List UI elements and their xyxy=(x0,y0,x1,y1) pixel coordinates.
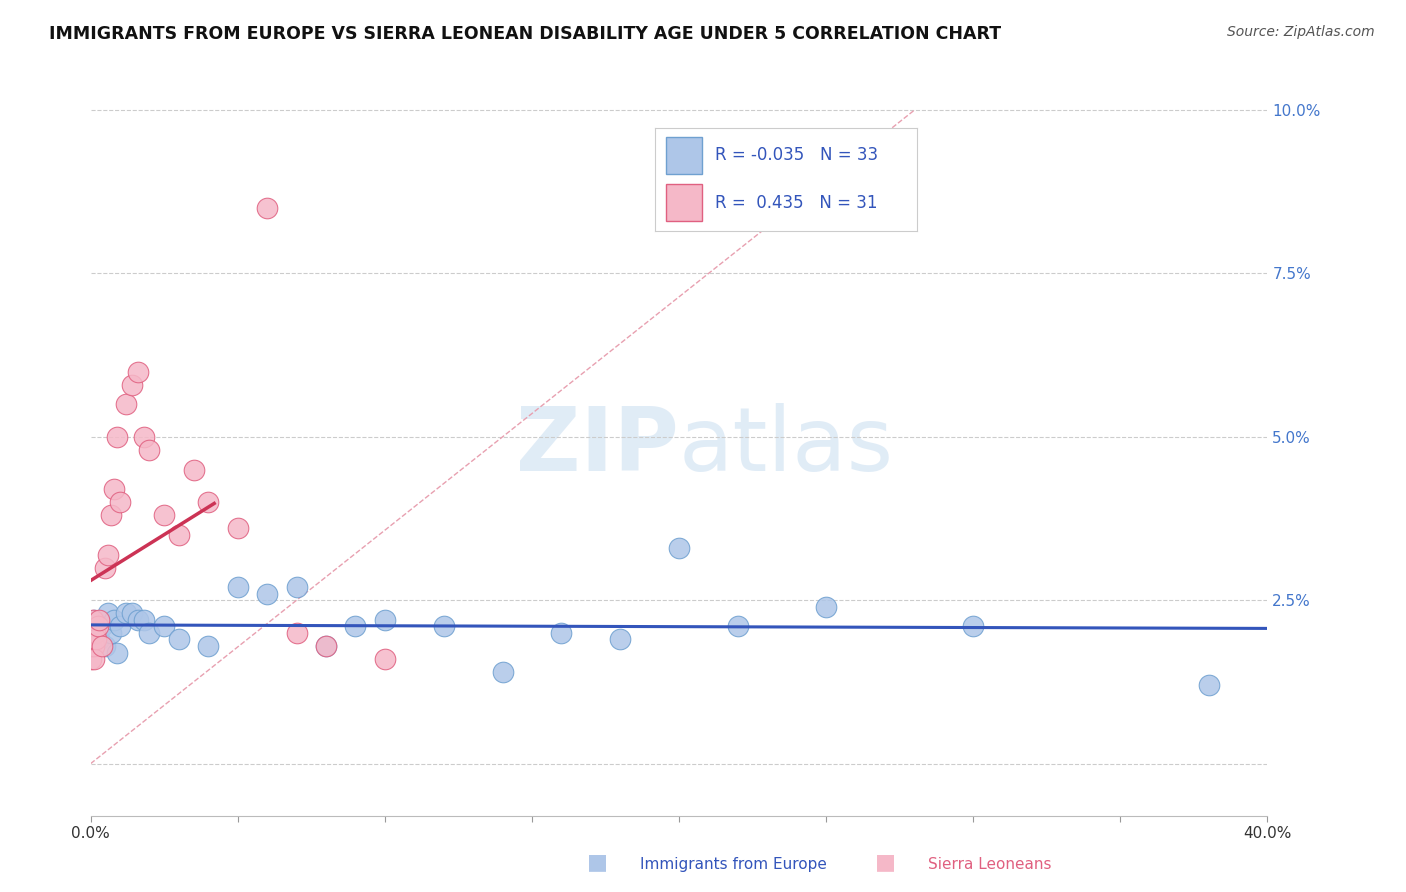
Point xyxy=(89,613,111,627)
Point xyxy=(668,541,690,555)
Point xyxy=(91,639,114,653)
Point xyxy=(80,639,103,653)
Point xyxy=(962,619,984,633)
Point xyxy=(80,626,103,640)
Point xyxy=(132,613,155,627)
Point xyxy=(609,632,631,647)
Point xyxy=(256,201,278,215)
Point xyxy=(82,613,104,627)
Point xyxy=(87,619,110,633)
Point xyxy=(433,619,456,633)
Point xyxy=(374,652,396,666)
Point xyxy=(94,639,117,653)
Point xyxy=(197,495,219,509)
Text: R =  0.435   N = 31: R = 0.435 N = 31 xyxy=(716,194,877,212)
Point xyxy=(153,619,176,633)
Point xyxy=(226,580,249,594)
Point xyxy=(374,613,396,627)
Point xyxy=(491,665,513,680)
Text: Source: ZipAtlas.com: Source: ZipAtlas.com xyxy=(1227,25,1375,39)
Point xyxy=(285,626,308,640)
Point xyxy=(344,619,367,633)
Point xyxy=(127,365,149,379)
Point xyxy=(105,646,128,660)
Point xyxy=(138,442,160,457)
Point xyxy=(226,521,249,535)
Text: ■: ■ xyxy=(588,853,607,872)
Point xyxy=(103,613,125,627)
Point xyxy=(115,397,138,411)
Point xyxy=(127,613,149,627)
Point xyxy=(86,632,108,647)
Point xyxy=(83,639,105,653)
Text: R = -0.035   N = 33: R = -0.035 N = 33 xyxy=(716,146,879,164)
Text: Sierra Leoneans: Sierra Leoneans xyxy=(928,857,1052,872)
Point xyxy=(256,587,278,601)
Point xyxy=(727,619,749,633)
Point xyxy=(103,482,125,496)
Point xyxy=(100,508,122,523)
Point xyxy=(1198,678,1220,692)
Point xyxy=(105,430,128,444)
Point xyxy=(815,599,838,614)
Text: Immigrants from Europe: Immigrants from Europe xyxy=(640,857,827,872)
Point xyxy=(91,619,114,633)
Text: ZIP: ZIP xyxy=(516,403,679,491)
Text: atlas: atlas xyxy=(679,403,894,491)
Point xyxy=(121,607,143,621)
Point xyxy=(121,377,143,392)
Point xyxy=(183,462,205,476)
Point xyxy=(167,632,190,647)
Point xyxy=(97,607,120,621)
Point xyxy=(167,528,190,542)
Point xyxy=(108,619,131,633)
Point xyxy=(132,430,155,444)
Point xyxy=(83,652,105,666)
Point xyxy=(115,607,138,621)
Point xyxy=(97,548,120,562)
Point xyxy=(197,639,219,653)
Point xyxy=(285,580,308,594)
Point xyxy=(80,652,103,666)
Point xyxy=(550,626,572,640)
Point xyxy=(100,626,122,640)
Point xyxy=(86,626,108,640)
Point xyxy=(153,508,176,523)
Text: ■: ■ xyxy=(876,853,896,872)
FancyBboxPatch shape xyxy=(665,185,702,221)
Point xyxy=(108,495,131,509)
Point xyxy=(94,560,117,574)
Point xyxy=(84,626,107,640)
Point xyxy=(315,639,337,653)
Point xyxy=(89,632,111,647)
Point xyxy=(315,639,337,653)
Text: IMMIGRANTS FROM EUROPE VS SIERRA LEONEAN DISABILITY AGE UNDER 5 CORRELATION CHAR: IMMIGRANTS FROM EUROPE VS SIERRA LEONEAN… xyxy=(49,25,1001,43)
FancyBboxPatch shape xyxy=(665,136,702,174)
Point xyxy=(138,626,160,640)
Point xyxy=(83,613,105,627)
